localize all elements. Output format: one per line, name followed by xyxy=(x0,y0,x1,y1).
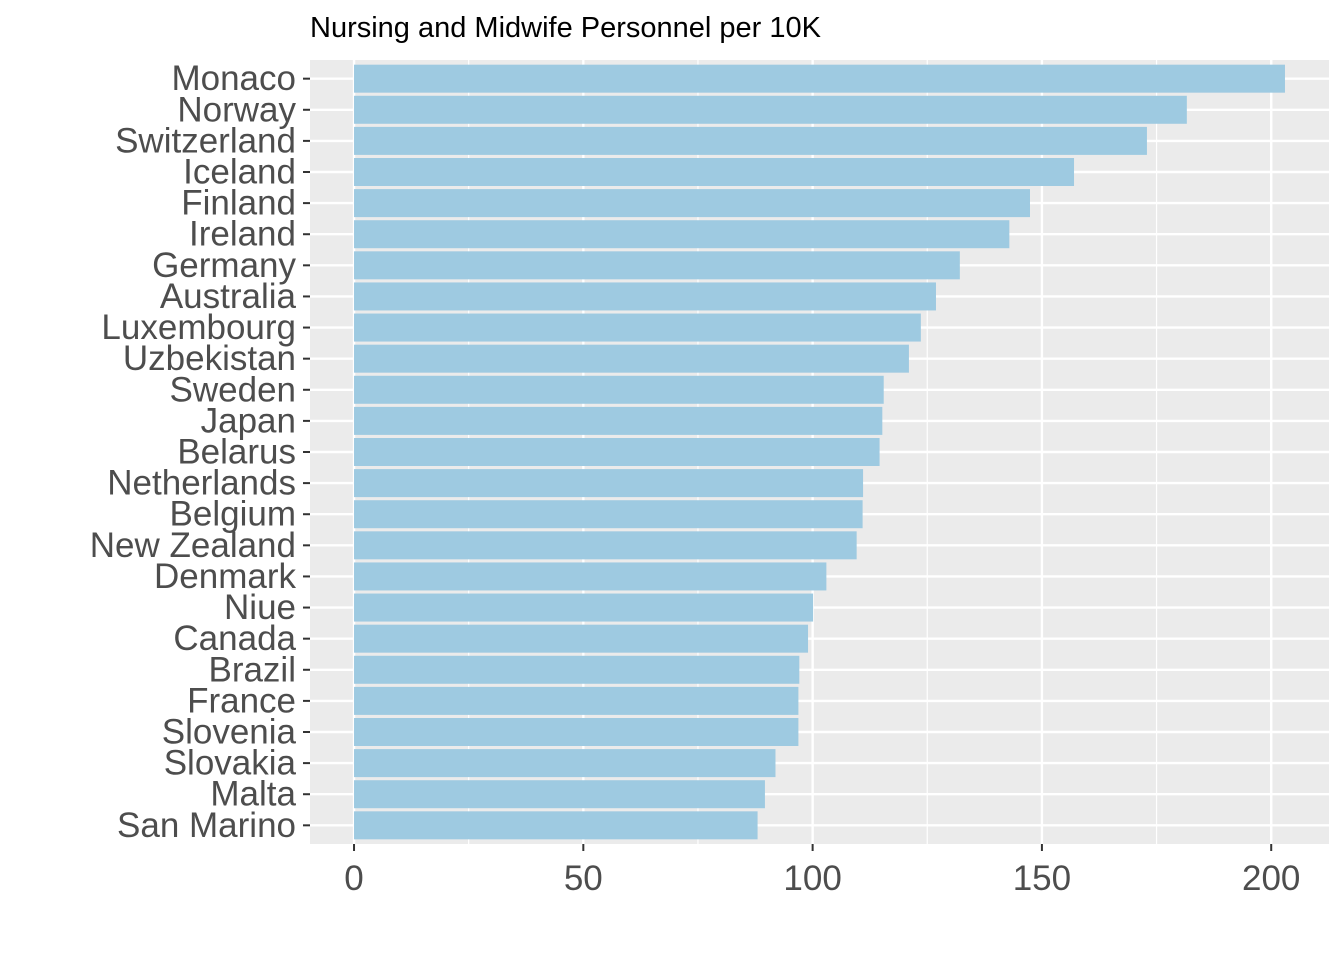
y-tick-label: Belarus xyxy=(177,433,296,472)
y-tick-label: France xyxy=(187,681,296,720)
y-tick-label: Norway xyxy=(177,90,296,129)
bar xyxy=(354,562,827,591)
bar xyxy=(354,531,857,560)
bar xyxy=(354,95,1187,124)
bar xyxy=(354,344,909,373)
bar xyxy=(354,655,800,684)
bar xyxy=(354,624,809,653)
bar xyxy=(354,686,799,715)
y-tick-label: Ireland xyxy=(189,215,296,254)
bar xyxy=(354,438,880,466)
bar xyxy=(354,282,936,311)
y-tick-label: Japan xyxy=(201,401,296,440)
y-tick-label: Germany xyxy=(152,246,296,285)
y-tick-label: Brazil xyxy=(208,650,296,689)
bar xyxy=(354,375,884,404)
y-tick-label: San Marino xyxy=(117,806,296,845)
y-tick-label: Slovakia xyxy=(164,744,297,783)
y-tick-label: Finland xyxy=(181,184,296,223)
bar xyxy=(354,313,921,342)
bar xyxy=(354,406,883,435)
bar xyxy=(354,718,799,746)
chart-title: Nursing and Midwife Personnel per 10K xyxy=(310,12,821,44)
y-axis: MonacoNorwaySwitzerlandIcelandFinlandIre… xyxy=(90,59,310,845)
bar xyxy=(354,749,776,778)
x-tick-label: 150 xyxy=(1013,859,1071,898)
bar xyxy=(354,220,1010,249)
y-tick-label: Monaco xyxy=(171,59,296,98)
bar xyxy=(354,64,1285,93)
x-tick-label: 0 xyxy=(344,859,363,898)
bars xyxy=(354,64,1285,840)
y-tick-label: Malta xyxy=(210,775,296,814)
y-tick-label: Belgium xyxy=(170,495,296,534)
y-tick-label: Slovenia xyxy=(162,713,297,752)
y-tick-label: Denmark xyxy=(154,557,296,596)
bar xyxy=(354,126,1147,155)
bar xyxy=(354,500,863,529)
y-tick-label: Switzerland xyxy=(115,121,296,160)
bar xyxy=(354,158,1075,186)
bar xyxy=(354,469,864,498)
x-tick-label: 100 xyxy=(783,859,841,898)
bar xyxy=(354,780,765,809)
y-tick-label: Australia xyxy=(160,277,297,316)
y-tick-label: Luxembourg xyxy=(101,308,296,347)
y-tick-label: New Zealand xyxy=(90,526,296,565)
y-tick-label: Netherlands xyxy=(107,464,296,503)
bar xyxy=(354,251,960,280)
bar xyxy=(354,593,814,622)
bar xyxy=(354,189,1030,218)
x-axis: 0 50 100 150 200 xyxy=(344,844,1300,898)
x-tick-label: 200 xyxy=(1242,859,1300,898)
bar xyxy=(354,811,758,840)
y-tick-label: Sweden xyxy=(170,370,296,409)
y-tick-label: Uzbekistan xyxy=(123,339,296,378)
y-tick-label: Niue xyxy=(224,588,296,627)
x-tick-label: 50 xyxy=(564,859,603,898)
y-tick-label: Iceland xyxy=(183,153,296,192)
y-tick-label: Canada xyxy=(173,619,296,658)
